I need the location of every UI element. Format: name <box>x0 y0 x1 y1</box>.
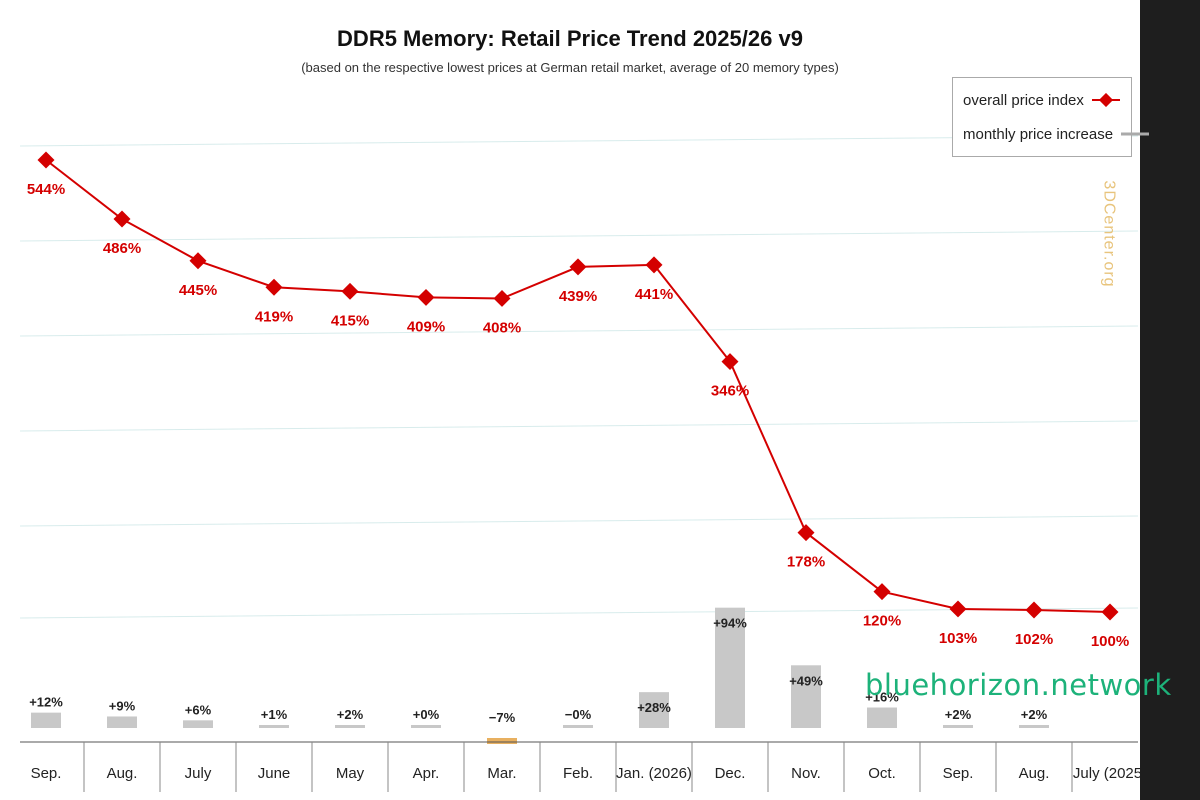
line-point <box>265 278 283 296</box>
bar <box>183 720 213 728</box>
watermark-text: 3DCenter.org <box>1100 180 1118 288</box>
line-point <box>1025 601 1043 619</box>
point-data-label: 439% <box>559 288 597 305</box>
line-point <box>417 288 435 306</box>
bar <box>563 725 593 728</box>
line-point <box>189 252 207 270</box>
bar <box>411 725 441 728</box>
line-series <box>45 159 1111 613</box>
line-point <box>569 258 587 276</box>
bar-data-label: +28% <box>637 700 671 715</box>
bar <box>259 725 289 728</box>
bar <box>943 725 973 728</box>
x-tick-label: Nov. <box>791 765 821 782</box>
point-data-label: 178% <box>787 554 825 571</box>
chart-paper: DDR5 Memory: Retail Price Trend 2025/26 … <box>0 0 1150 800</box>
bar-data-label: +12% <box>29 695 63 710</box>
grid-line <box>19 230 1139 242</box>
x-axis: July (2025) Aug. Sep. Oct. Nov. Dec. Jan. (202… <box>20 741 1140 792</box>
bar <box>107 716 137 728</box>
x-tick-label: Sep. <box>943 765 974 782</box>
grid-line <box>19 325 1139 337</box>
line-labels: 100% 102% 103% 120% 178% 346% 441% 439% 408% 409%… <box>27 181 1129 650</box>
bar-data-label: −7% <box>489 710 516 725</box>
x-tick-label: Feb. <box>563 765 593 782</box>
legend-label-price-index: overall price index <box>963 91 1084 109</box>
bar <box>639 692 669 728</box>
point-data-label: 120% <box>863 613 901 630</box>
x-tick-label: Apr. <box>413 765 440 782</box>
legend-line-marker-icon <box>1091 92 1120 108</box>
bar-series <box>31 607 1049 744</box>
bar <box>335 725 365 728</box>
x-tick-label: Dec. <box>715 765 746 782</box>
point-data-label: 415% <box>331 312 369 329</box>
bar-data-label: +16% <box>865 690 899 705</box>
x-tick-label: Aug. <box>107 765 138 782</box>
x-tick-label: Oct. <box>868 765 896 782</box>
grid-line <box>19 420 1139 432</box>
bar-data-label: −0% <box>565 707 592 722</box>
line-point <box>721 353 739 371</box>
point-data-label: 419% <box>255 308 293 325</box>
legend-bar-swatch-icon <box>1121 127 1150 141</box>
line-point <box>341 282 359 300</box>
x-tick-label: July <box>185 765 212 782</box>
bar-data-label: +9% <box>109 698 136 713</box>
bar-data-label: +6% <box>185 702 212 717</box>
legend-item-price-index: overall price index <box>963 88 1121 112</box>
point-data-label: 486% <box>103 240 141 257</box>
line-point <box>645 256 663 274</box>
legend-item-monthly-increase: monthly price increase <box>963 122 1150 146</box>
x-tick-label: Sep. <box>31 765 62 782</box>
grid-line <box>19 515 1139 527</box>
bar-data-label: +0% <box>413 707 440 722</box>
line-points <box>37 151 1119 621</box>
bar-data-label: +1% <box>261 707 288 722</box>
grid-lines <box>19 135 1139 619</box>
x-tick-label: July (2025) <box>1073 765 1140 782</box>
line-point <box>949 600 967 618</box>
bar-data-label: +94% <box>713 616 747 631</box>
line-point <box>1101 603 1119 621</box>
bar <box>791 665 821 728</box>
point-data-label: 102% <box>1015 631 1053 648</box>
point-data-label: 346% <box>711 383 749 400</box>
line-point <box>873 583 891 601</box>
chart-plot: +2% +2% +16% +49% +94% +28% −0% −7% +0% +2% +1% +6%… <box>19 135 1140 792</box>
x-tick-label: Aug. <box>1019 765 1050 782</box>
line-point <box>797 524 815 542</box>
chart-title: DDR5 Memory: Retail Price Trend 2025/26 … <box>337 26 803 51</box>
point-data-label: 544% <box>27 181 65 198</box>
point-data-label: 441% <box>635 286 673 303</box>
bar-data-label: +2% <box>945 707 972 722</box>
x-tick-label: June <box>258 765 291 782</box>
point-data-label: 100% <box>1091 633 1129 650</box>
x-tick-label: May <box>336 765 365 782</box>
bar-data-label: +49% <box>789 673 823 688</box>
point-data-label: 408% <box>483 319 521 336</box>
grid-line <box>19 135 1139 147</box>
line-point <box>493 289 511 307</box>
legend: overall price index monthly price increa… <box>952 77 1150 157</box>
bar <box>31 712 61 728</box>
line-point <box>113 210 131 228</box>
chart-subtitle: (based on the respective lowest prices a… <box>301 60 839 75</box>
x-tick-label: Mar. <box>487 765 516 782</box>
point-data-label: 445% <box>179 282 217 299</box>
bar-labels: +2% +2% +16% +49% +94% +28% −0% −7% +0% +2% +1% +6%… <box>29 616 1047 725</box>
x-tick-label: Jan. (2026) <box>616 765 692 782</box>
series-line <box>45 159 1111 613</box>
bar-data-label: +2% <box>337 707 364 722</box>
point-data-label: 409% <box>407 318 445 335</box>
point-data-label: 103% <box>939 630 977 647</box>
bar <box>487 738 517 744</box>
legend-label-monthly-increase: monthly price increase <box>963 125 1114 143</box>
bar <box>867 707 897 728</box>
bar <box>715 607 745 728</box>
overlay-watermark-site: bluehorizon.network <box>865 668 1172 702</box>
line-point <box>37 151 55 169</box>
bar-data-label: +2% <box>1021 707 1048 722</box>
bar <box>1019 725 1049 728</box>
